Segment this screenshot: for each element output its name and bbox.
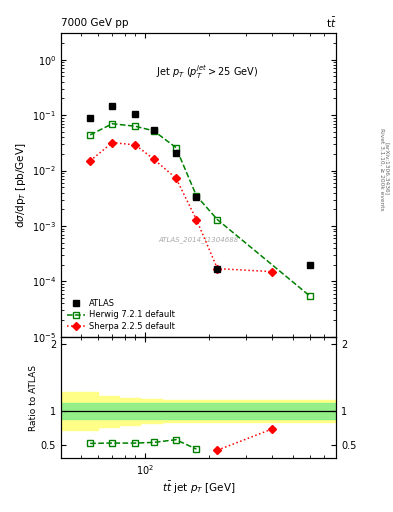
Herwig 7.2.1 default — [215, 217, 220, 223]
Sherpa 2.2.5 default — [151, 156, 156, 162]
Text: [arXiv:1306.3436]: [arXiv:1306.3436] — [385, 142, 389, 196]
Herwig 7.2.1 default — [133, 123, 138, 130]
Herwig 7.2.1 default — [151, 128, 156, 134]
Sherpa 2.2.5 default — [88, 158, 92, 164]
ATLAS — [194, 194, 199, 200]
Herwig 7.2.1 default — [110, 121, 115, 127]
Legend: ATLAS, Herwig 7.2.1 default, Sherpa 2.2.5 default: ATLAS, Herwig 7.2.1 default, Sherpa 2.2.… — [65, 297, 177, 333]
Text: t$\bar{t}$: t$\bar{t}$ — [325, 16, 336, 30]
ATLAS — [110, 103, 115, 109]
Herwig 7.2.1 default — [194, 193, 199, 199]
Line: ATLAS: ATLAS — [87, 103, 313, 272]
Text: Rivet 3.1.10, ≥ 200k events: Rivet 3.1.10, ≥ 200k events — [380, 127, 384, 210]
Sherpa 2.2.5 default — [174, 175, 178, 181]
Line: Herwig 7.2.1 default: Herwig 7.2.1 default — [87, 121, 313, 299]
Y-axis label: Ratio to ATLAS: Ratio to ATLAS — [29, 365, 38, 431]
Line: Sherpa 2.2.5 default: Sherpa 2.2.5 default — [87, 140, 275, 274]
ATLAS — [133, 111, 138, 117]
Herwig 7.2.1 default — [88, 132, 92, 138]
Sherpa 2.2.5 default — [270, 269, 275, 275]
X-axis label: $t\bar{t}$ jet $p_T$ [GeV]: $t\bar{t}$ jet $p_T$ [GeV] — [162, 480, 235, 496]
ATLAS — [215, 266, 220, 272]
Herwig 7.2.1 default — [307, 293, 312, 299]
Sherpa 2.2.5 default — [110, 139, 115, 145]
Text: Jet $p_T$ ($p_T^{jet}>$25 GeV): Jet $p_T$ ($p_T^{jet}>$25 GeV) — [156, 63, 258, 81]
Y-axis label: d$\sigma$/dp$_T$ [pb/GeV]: d$\sigma$/dp$_T$ [pb/GeV] — [14, 142, 28, 228]
ATLAS — [307, 262, 312, 268]
Text: ATLAS_2014_I1304688: ATLAS_2014_I1304688 — [158, 237, 239, 243]
Herwig 7.2.1 default — [174, 144, 178, 151]
Sherpa 2.2.5 default — [215, 266, 220, 272]
Sherpa 2.2.5 default — [194, 217, 199, 223]
ATLAS — [88, 115, 92, 121]
Text: 7000 GeV pp: 7000 GeV pp — [61, 18, 129, 28]
Sherpa 2.2.5 default — [133, 142, 138, 148]
ATLAS — [174, 150, 178, 156]
ATLAS — [151, 126, 156, 133]
